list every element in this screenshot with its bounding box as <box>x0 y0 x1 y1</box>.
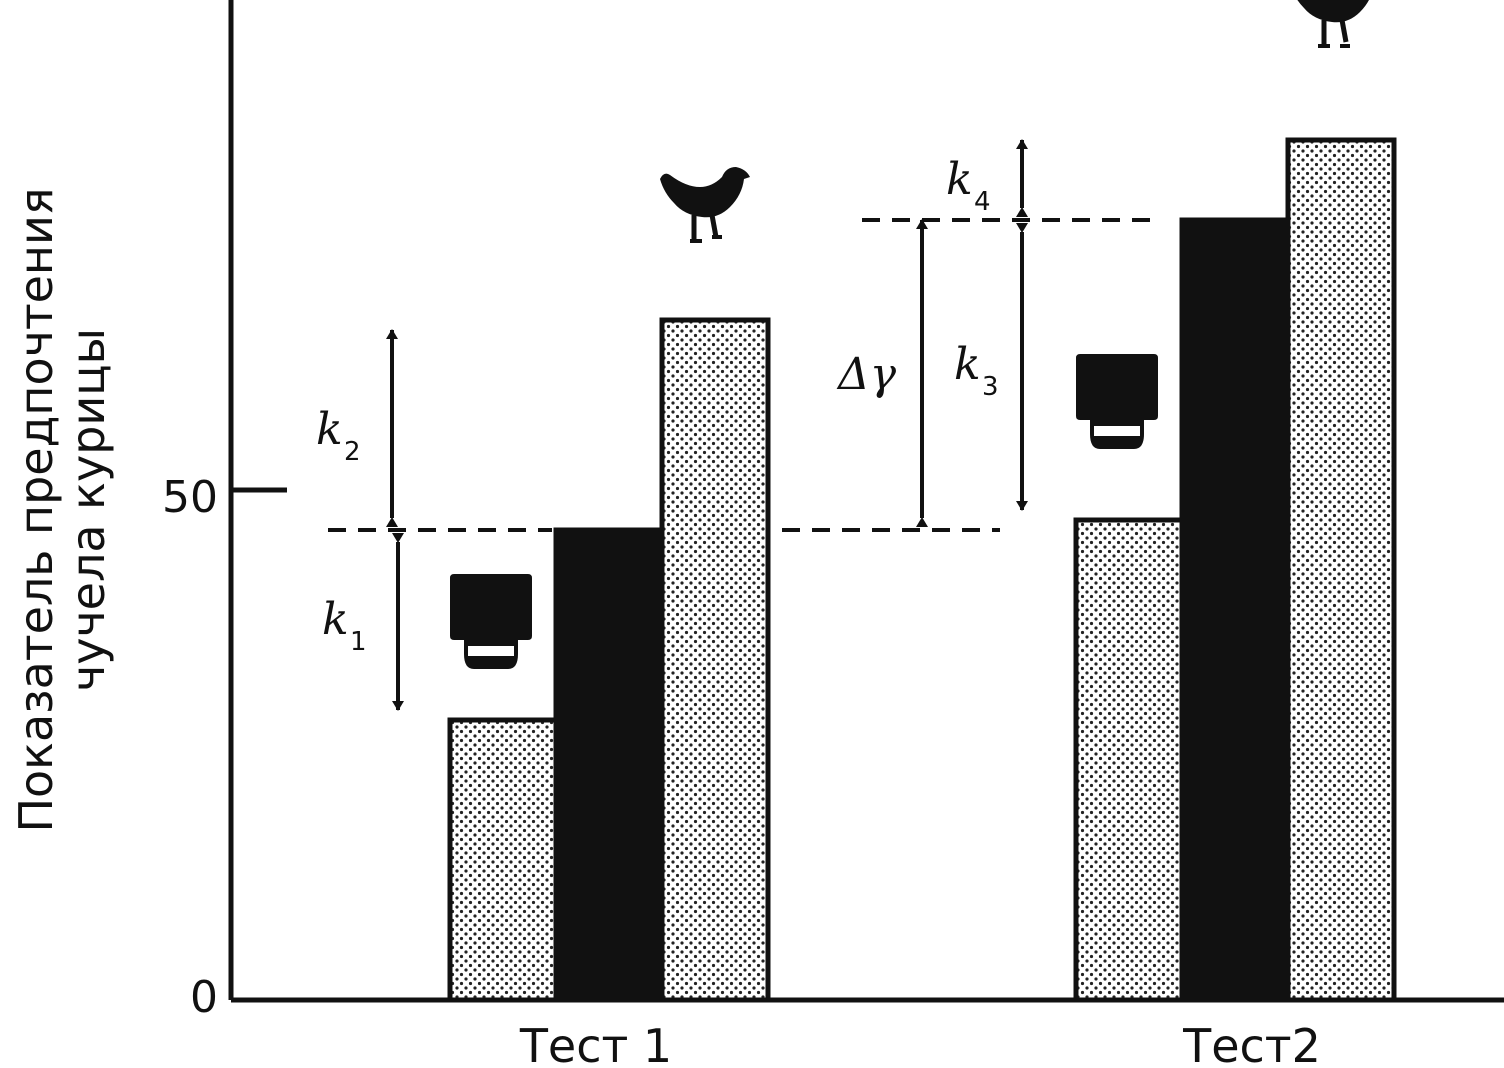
category-label: Тест 1 <box>519 1019 672 1068</box>
y-ticks: 0 50 <box>162 472 287 1023</box>
y-axis-label-line-1: Показатель предпочтения <box>9 187 63 832</box>
box-icon <box>1076 354 1158 449</box>
annotation-subscript: 4 <box>974 187 991 217</box>
bar-2-2 <box>1179 217 1291 1003</box>
category-labels: Тест 1 Тест2 <box>519 1019 1321 1068</box>
y-axis-label: Показатель предпочтения чучела курицы <box>9 187 115 832</box>
annotation-label: k <box>322 594 349 645</box>
annotation-subscript: 1 <box>350 627 367 657</box>
bars <box>447 137 1397 1003</box>
annotation-label: k <box>316 404 343 455</box>
bar-2-1 <box>1073 517 1185 1003</box>
box-icon <box>450 574 532 669</box>
bar-1-3 <box>659 317 771 1003</box>
reference-lines <box>328 218 1160 532</box>
annotation-label: Δγ <box>836 349 897 400</box>
annotations: k 1k 2Δγ k 3k 4 <box>316 139 1028 711</box>
annotation-subscript: 3 <box>982 372 999 402</box>
annotation-label: k <box>954 339 981 390</box>
category-label: Тест2 <box>1182 1019 1321 1068</box>
annotation-label: k <box>946 154 973 205</box>
hen-icon <box>1297 0 1369 48</box>
bar-1-1 <box>447 717 559 1003</box>
y-tick-label: 0 <box>190 972 218 1023</box>
bar-2-3 <box>1285 137 1397 1003</box>
annotation-subscript: 2 <box>344 437 361 467</box>
hen-icon <box>660 167 750 243</box>
y-axis-label-line-2: чучела курицы <box>61 328 115 692</box>
bar-1-2 <box>553 527 665 1003</box>
y-tick-label: 50 <box>162 472 218 523</box>
